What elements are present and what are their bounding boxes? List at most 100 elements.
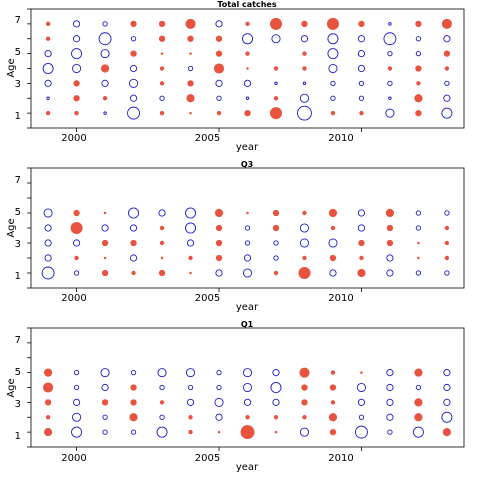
positive-residual-bubble (330, 225, 336, 231)
negative-residual-bubble (72, 239, 81, 247)
negative-residual-bubble (130, 429, 137, 435)
negative-residual-bubble (272, 369, 280, 377)
bubbles (41, 207, 450, 280)
negative-residual-bubble (388, 22, 392, 26)
positive-residual-bubble (100, 64, 110, 73)
negative-residual-bubble (102, 429, 108, 435)
positive-residual-bubble (386, 239, 394, 247)
positive-residual-bubble (185, 18, 196, 29)
positive-residual-bubble (330, 110, 336, 116)
positive-residual-bubble (215, 50, 223, 57)
y-tick-label: 3 (15, 79, 21, 90)
positive-residual-bubble (43, 382, 54, 393)
negative-residual-bubble (387, 50, 393, 57)
positive-residual-bubble (130, 384, 137, 391)
x-tick-label: 2000 (61, 453, 86, 464)
y-axis-label: Age (6, 218, 17, 237)
negative-residual-bubble (386, 398, 394, 406)
positive-residual-bubble (273, 66, 279, 71)
positive-residual-bubble (273, 415, 279, 420)
negative-residual-bubble (358, 95, 365, 101)
negative-residual-bubble (216, 95, 222, 101)
positive-residual-bubble (330, 400, 336, 405)
negative-residual-bubble (43, 208, 53, 218)
positive-residual-bubble (273, 270, 279, 276)
negative-residual-bubble (330, 95, 336, 101)
positive-residual-bubble (417, 241, 420, 245)
negative-residual-bubble (415, 210, 422, 216)
positive-residual-bubble (414, 94, 423, 103)
positive-residual-bubble (385, 208, 395, 218)
positive-residual-bubble (101, 399, 109, 406)
negative-residual-bubble (101, 224, 109, 232)
positive-residual-bubble (301, 20, 308, 28)
positive-residual-bubble (414, 368, 423, 377)
positive-residual-bubble (43, 368, 53, 377)
negative-residual-bubble (44, 50, 52, 58)
positive-residual-bubble (328, 413, 338, 422)
positive-residual-bubble (240, 425, 255, 440)
y-tick-label: 1 (15, 271, 21, 282)
negative-residual-bubble (102, 21, 108, 27)
negative-residual-bubble (271, 34, 281, 44)
negative-residual-bubble (130, 369, 137, 376)
negative-residual-bubble (216, 369, 222, 376)
y-tick-label: 5 (15, 47, 21, 58)
positive-residual-bubble (45, 36, 51, 41)
positive-residual-bubble (246, 67, 249, 70)
negative-residual-bubble (44, 79, 52, 87)
negative-residual-bubble (444, 80, 450, 87)
positive-residual-bubble (360, 371, 363, 374)
negative-residual-bubble (443, 35, 451, 43)
positive-residual-bubble (302, 255, 307, 261)
positive-residual-bubble (186, 94, 195, 103)
negative-residual-bubble (270, 382, 282, 394)
positive-residual-bubble (328, 208, 338, 218)
negative-residual-bubble (157, 368, 167, 378)
positive-residual-bubble (274, 430, 278, 434)
negative-residual-bubble (358, 414, 365, 420)
positive-residual-bubble (298, 267, 311, 279)
positive-residual-bubble (215, 254, 223, 262)
negative-residual-bubble (103, 111, 107, 115)
positive-residual-bubble (130, 50, 137, 57)
negative-residual-bubble (101, 79, 109, 87)
x-axis-label: year (236, 142, 259, 153)
positive-residual-bubble (102, 96, 108, 101)
negative-residual-bubble (242, 368, 253, 378)
x-tick-label: 2005 (195, 453, 220, 464)
positive-residual-bubble (159, 400, 165, 405)
negative-residual-bubble (244, 225, 251, 231)
positive-residual-bubble (302, 415, 307, 420)
positive-residual-bubble (158, 269, 166, 277)
positive-residual-bubble (444, 66, 450, 71)
positive-residual-bubble (301, 384, 308, 391)
negative-residual-bubble (42, 63, 54, 75)
negative-residual-bubble (71, 48, 83, 60)
x-tick-label: 2010 (328, 453, 353, 464)
negative-residual-bubble (127, 106, 141, 120)
negative-residual-bubble (441, 411, 453, 423)
positive-residual-bubble (330, 370, 336, 375)
positive-residual-bubble (159, 66, 165, 71)
positive-residual-bubble (358, 239, 365, 247)
negative-residual-bubble (129, 64, 138, 73)
negative-residual-bubble (243, 398, 252, 406)
negative-residual-bubble (386, 254, 394, 262)
y-axis-label: Age (6, 58, 17, 77)
positive-residual-bubble (73, 80, 80, 87)
negative-residual-bubble (129, 224, 138, 232)
negative-residual-bubble (72, 412, 82, 422)
positive-residual-bubble (189, 271, 192, 275)
x-tick-label: 2000 (61, 293, 86, 304)
positive-residual-bubble (415, 20, 422, 28)
negative-residual-bubble (186, 239, 195, 247)
negative-residual-bubble (71, 426, 83, 438)
positive-residual-bubble (245, 21, 250, 27)
y-tick-label: 1 (15, 111, 21, 122)
y-tick-label: 5 (15, 207, 21, 218)
panel-q1: Q1 Age year 2000 2005 2010 1 3 5 7 (6, 320, 465, 473)
positive-residual-bubble (158, 20, 166, 28)
positive-residual-bubble (245, 415, 250, 420)
